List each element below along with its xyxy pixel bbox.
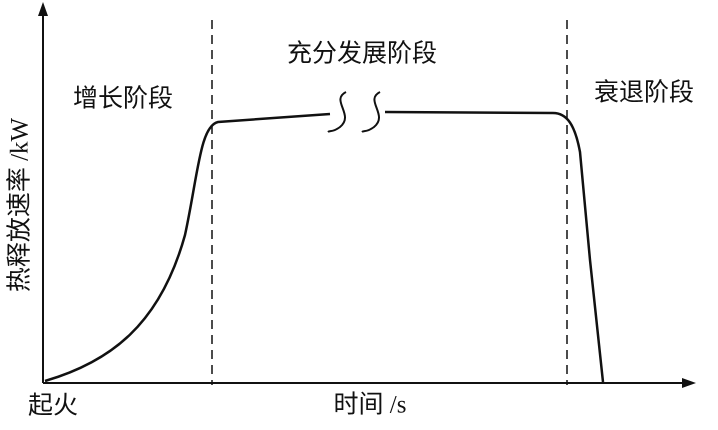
x-axis-label: 时间 /s (334, 391, 407, 419)
phase-label: 衰退阶段 (594, 79, 694, 107)
break-mark (327, 91, 347, 133)
phase-label: 增长阶段 (73, 85, 173, 113)
break-mark (361, 91, 381, 133)
x-axis-arrow (682, 378, 696, 388)
origin-label: 起火 (28, 392, 78, 420)
y-axis-arrow (38, 2, 48, 16)
hrr-curve (384, 110, 605, 383)
phase-label: 充分发展阶段 (287, 40, 437, 68)
y-axis-label: 热释放速率 /kW (6, 117, 34, 292)
hrr-curve (44, 112, 331, 383)
